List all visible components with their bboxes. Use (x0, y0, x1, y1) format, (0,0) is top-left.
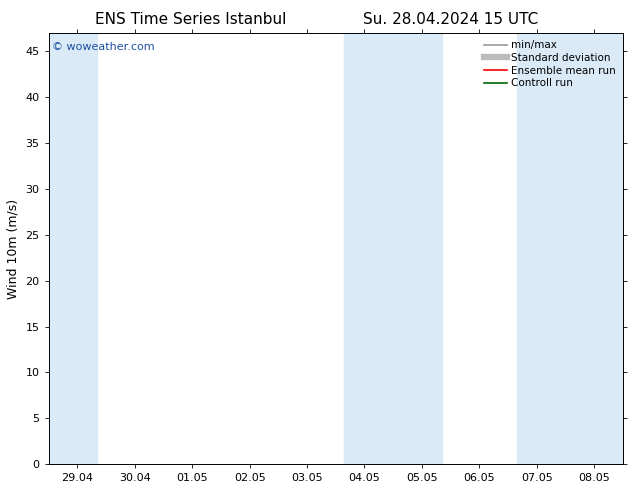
Legend: min/max, Standard deviation, Ensemble mean run, Controll run: min/max, Standard deviation, Ensemble me… (482, 38, 618, 90)
Text: Su. 28.04.2024 15 UTC: Su. 28.04.2024 15 UTC (363, 12, 538, 27)
Bar (517, 33, 623, 464)
Y-axis label: Wind 10m (m/s): Wind 10m (m/s) (7, 198, 20, 299)
Text: © woweather.com: © woweather.com (51, 42, 154, 52)
Bar (49, 33, 98, 464)
Text: ENS Time Series Istanbul: ENS Time Series Istanbul (94, 12, 286, 27)
Bar (344, 33, 442, 464)
